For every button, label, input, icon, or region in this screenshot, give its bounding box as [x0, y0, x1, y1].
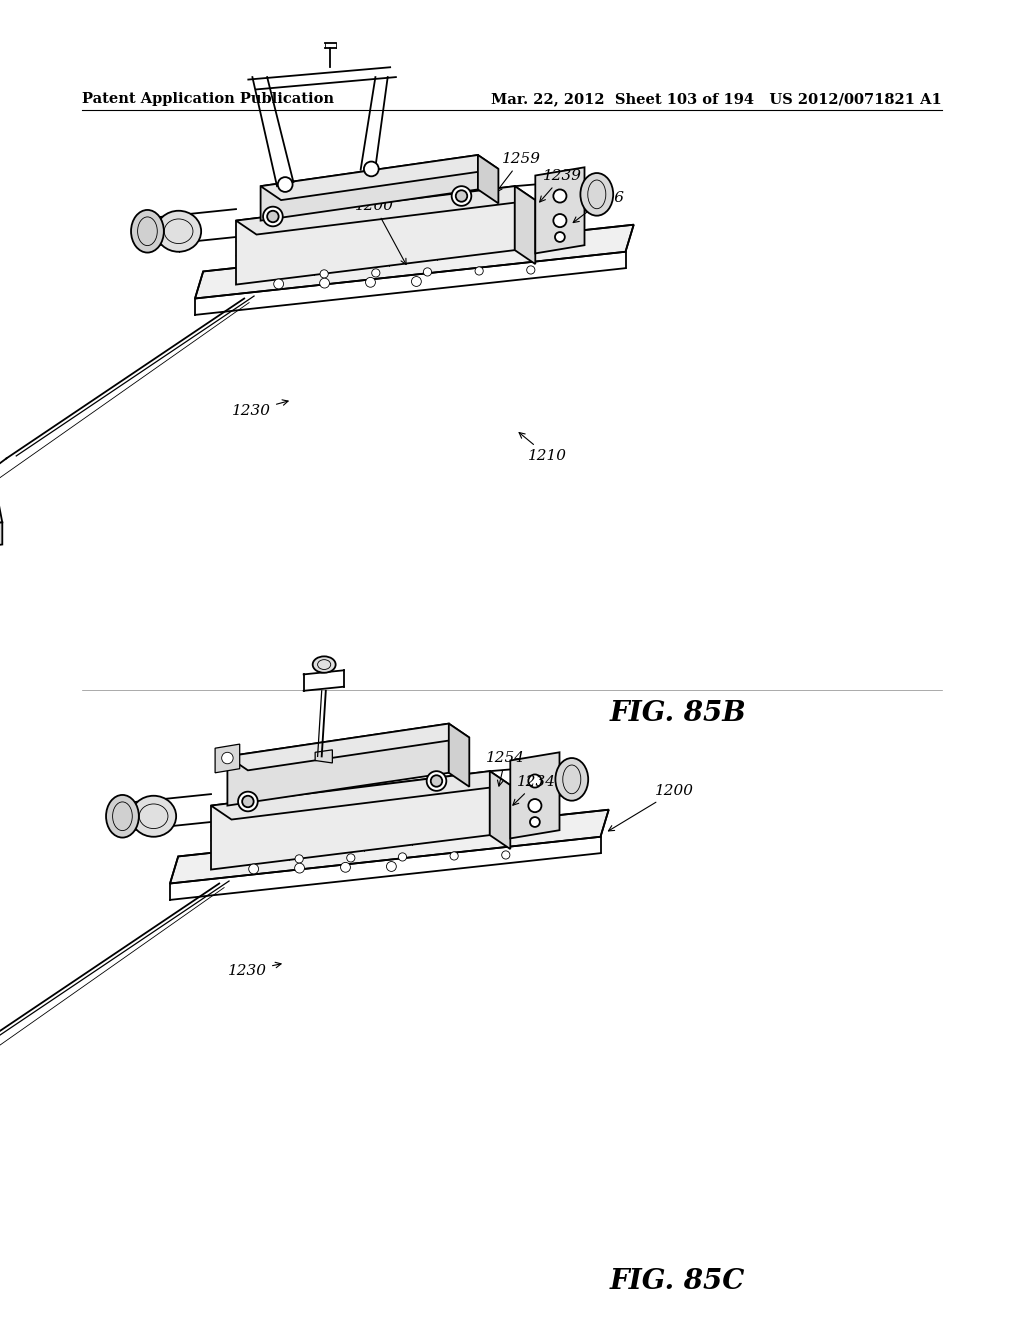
- Polygon shape: [227, 723, 449, 805]
- Circle shape: [242, 796, 254, 808]
- Text: 1239: 1239: [540, 169, 582, 202]
- Polygon shape: [227, 723, 469, 771]
- Polygon shape: [449, 723, 469, 787]
- Circle shape: [412, 277, 421, 286]
- Circle shape: [341, 862, 350, 873]
- Text: 1200: 1200: [355, 199, 407, 264]
- Circle shape: [526, 265, 535, 275]
- Circle shape: [553, 190, 566, 202]
- Polygon shape: [260, 154, 478, 220]
- Circle shape: [427, 771, 446, 791]
- Circle shape: [364, 161, 379, 177]
- Circle shape: [431, 775, 442, 787]
- Ellipse shape: [156, 211, 201, 252]
- Text: 1254: 1254: [486, 751, 525, 787]
- Circle shape: [295, 855, 303, 863]
- Polygon shape: [0, 502, 2, 529]
- Ellipse shape: [106, 795, 139, 838]
- Polygon shape: [489, 771, 510, 849]
- Text: Mar. 22, 2012  Sheet 103 of 194   US 2012/0071821 A1: Mar. 22, 2012 Sheet 103 of 194 US 2012/0…: [492, 92, 942, 106]
- Circle shape: [267, 211, 279, 222]
- Text: FIG. 85B: FIG. 85B: [610, 700, 746, 727]
- Circle shape: [238, 792, 258, 812]
- Polygon shape: [315, 750, 333, 763]
- Text: 1210: 1210: [519, 433, 567, 463]
- Circle shape: [450, 851, 458, 861]
- Circle shape: [456, 190, 467, 202]
- Circle shape: [555, 232, 565, 242]
- Text: 1200: 1200: [608, 784, 694, 830]
- Polygon shape: [0, 523, 2, 550]
- Polygon shape: [211, 771, 489, 870]
- Ellipse shape: [581, 173, 613, 215]
- Ellipse shape: [131, 210, 164, 252]
- Circle shape: [386, 862, 396, 871]
- Circle shape: [295, 863, 304, 873]
- Circle shape: [502, 851, 510, 859]
- Text: 1259: 1259: [497, 152, 541, 191]
- Circle shape: [273, 279, 284, 289]
- Ellipse shape: [555, 758, 588, 801]
- Polygon shape: [478, 154, 499, 203]
- Circle shape: [530, 817, 540, 826]
- Circle shape: [423, 268, 431, 276]
- Circle shape: [528, 775, 542, 788]
- Text: Patent Application Publication: Patent Application Publication: [82, 92, 334, 106]
- Circle shape: [475, 267, 483, 275]
- Ellipse shape: [312, 656, 336, 673]
- Polygon shape: [215, 744, 240, 772]
- Polygon shape: [195, 224, 634, 298]
- Text: 1256: 1256: [573, 191, 625, 223]
- Circle shape: [452, 186, 471, 206]
- Text: FIG. 85C: FIG. 85C: [610, 1269, 745, 1295]
- Circle shape: [366, 277, 376, 288]
- Polygon shape: [510, 752, 559, 838]
- Circle shape: [398, 853, 407, 861]
- Circle shape: [221, 752, 233, 764]
- Polygon shape: [236, 186, 515, 285]
- Polygon shape: [536, 168, 585, 253]
- Polygon shape: [515, 186, 536, 264]
- Polygon shape: [211, 771, 510, 820]
- Text: 1234: 1234: [513, 775, 556, 805]
- Polygon shape: [260, 154, 499, 201]
- Circle shape: [528, 799, 542, 812]
- Circle shape: [263, 207, 283, 226]
- Circle shape: [553, 214, 566, 227]
- Circle shape: [321, 269, 329, 279]
- Circle shape: [347, 854, 355, 862]
- Polygon shape: [170, 809, 608, 883]
- Circle shape: [372, 269, 380, 277]
- Polygon shape: [236, 186, 536, 235]
- Circle shape: [278, 177, 293, 191]
- Ellipse shape: [131, 796, 176, 837]
- Circle shape: [319, 279, 330, 288]
- Text: 1230: 1230: [232, 400, 288, 418]
- Circle shape: [249, 865, 258, 874]
- Text: 1230: 1230: [228, 962, 281, 978]
